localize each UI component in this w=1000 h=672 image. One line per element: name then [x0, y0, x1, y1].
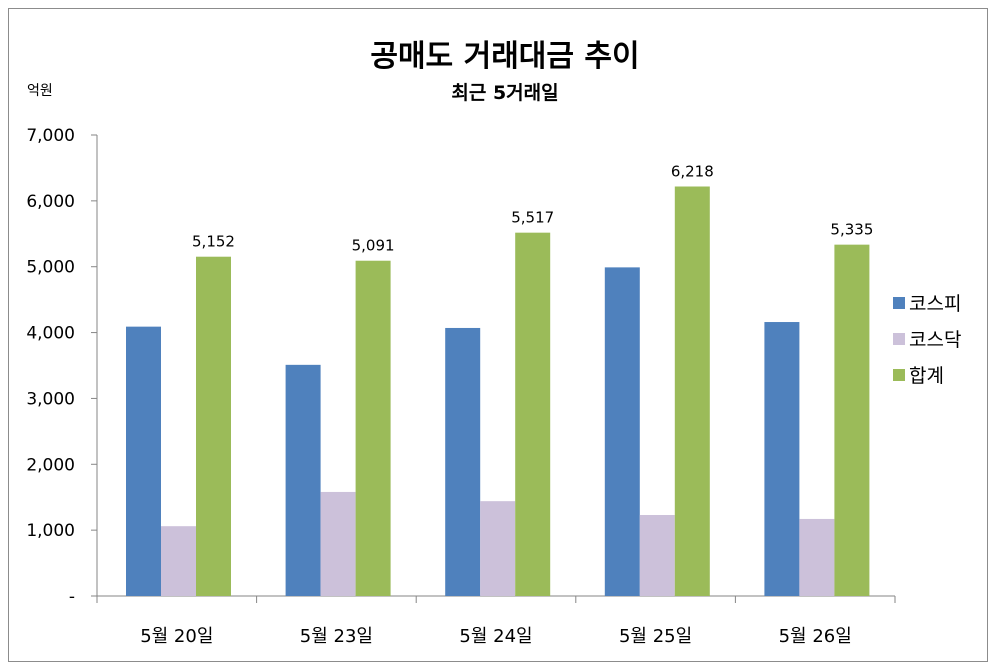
bar-코스피 [764, 322, 800, 596]
chart-title: 공매도 거래대금 추이 [370, 39, 639, 74]
bars [126, 186, 870, 596]
data-label: 5,091 [352, 237, 395, 255]
legend-label: 코스닥 [909, 329, 961, 351]
data-label: 5,517 [511, 209, 554, 227]
y-tick-label: 4,000 [26, 324, 75, 344]
data-label: 5,152 [192, 233, 235, 251]
bar-코스닥 [799, 518, 835, 596]
bar-코스닥 [639, 514, 675, 596]
data-labels: 5,152 5,091 5,517 6,218 5,335 [192, 163, 873, 255]
bar-코스피 [285, 364, 321, 596]
data-label: 5,335 [830, 221, 873, 239]
bar-코스닥 [320, 491, 356, 596]
legend-label: 코스피 [909, 293, 961, 315]
bar-합계 [834, 244, 870, 596]
y-tick-label: 6,000 [26, 192, 75, 212]
bar-합계 [355, 260, 391, 596]
bar-코스닥 [480, 501, 516, 596]
x-tick-label: 5월 25일 [619, 626, 692, 647]
y-axis-unit-label: 억원 [27, 83, 53, 99]
x-tick-label: 5월 23일 [300, 626, 373, 647]
bar-코스닥 [161, 526, 196, 596]
data-label: 6,218 [671, 163, 714, 181]
y-tick-label: 5,000 [26, 258, 75, 278]
y-tick-label: 1,000 [26, 521, 75, 541]
bar-합계 [515, 232, 551, 596]
legend-swatch [893, 369, 905, 381]
bar-합계 [674, 186, 710, 596]
legend-swatch [893, 333, 905, 345]
x-tick-label: 5월 20일 [140, 626, 213, 647]
y-tick-label: 7,000 [26, 126, 75, 146]
bar-코스피 [445, 327, 481, 596]
y-tick-label: 3,000 [26, 389, 75, 409]
bar-합계 [196, 256, 231, 596]
y-tick-label: - [69, 587, 75, 607]
x-tick-label: 5월 26일 [779, 626, 852, 647]
legend-label: 합계 [909, 365, 944, 387]
bar-코스피 [126, 326, 161, 596]
y-tick-label: 2,000 [26, 455, 75, 475]
x-tick-label: 5월 24일 [459, 626, 532, 647]
legend-swatch [893, 297, 905, 309]
chart-subtitle: 최근 5거래일 [451, 82, 558, 104]
bar-코스피 [604, 267, 640, 596]
